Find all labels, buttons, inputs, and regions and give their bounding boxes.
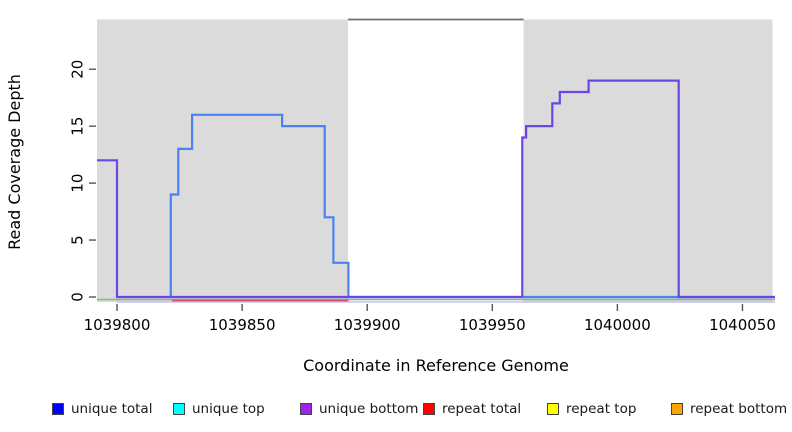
legend-label: repeat top — [566, 401, 637, 417]
series-lines-layer — [97, 79, 775, 303]
x-axis-tick-label: 1040000 — [584, 316, 651, 334]
y-axis-tick-label: 10 — [69, 174, 87, 193]
y-axis-tick-label: 0 — [69, 292, 87, 302]
legend-label: repeat bottom — [690, 401, 788, 417]
legend-label: unique total — [71, 401, 153, 417]
legend-item-unique-total: unique total — [52, 398, 152, 420]
x-axis-tick-label: 1040050 — [709, 316, 776, 334]
legend-label: repeat total — [442, 401, 522, 417]
x-axis-tick-label: 1039850 — [209, 316, 276, 334]
legend-swatch-icon — [52, 403, 64, 415]
legend-item-repeat-top: repeat top — [547, 398, 636, 420]
legend-item-repeat-bottom: repeat bottom — [671, 398, 787, 420]
y-axis-title: Read Coverage Depth — [5, 74, 24, 250]
legend-swatch-icon — [173, 403, 185, 415]
legend-item-repeat-total: repeat total — [423, 398, 521, 420]
legend-item-unique-top: unique top — [173, 398, 265, 420]
x-axis-tick-label: 1039900 — [334, 316, 401, 334]
series-line-unique-bottom — [97, 79, 775, 299]
x-axis-tick-label: 1039950 — [459, 316, 526, 334]
y-axis-tick-label: 5 — [69, 235, 87, 245]
series-line-unique-total — [169, 113, 775, 299]
legend-label: unique bottom — [319, 401, 419, 417]
legend-label: unique top — [192, 401, 265, 417]
y-axis-tick-label: 20 — [69, 60, 87, 79]
shaded-region-left-aligned-block — [97, 19, 348, 302]
shaded-region-right-aligned-block — [523, 19, 773, 302]
x-axis-tick-label: 1039800 — [84, 316, 151, 334]
axes-layer: 1039800 1039850 1039900 1039950 1040000 10400… — [69, 60, 776, 334]
y-axis-tick-label: 15 — [69, 117, 87, 136]
legend: unique total unique top unique bottom repea… — [0, 398, 792, 424]
shaded-regions-layer — [97, 18, 773, 302]
legend-swatch-icon — [423, 403, 435, 415]
legend-item-unique-bottom: unique bottom — [300, 398, 418, 420]
legend-swatch-icon — [547, 403, 559, 415]
legend-swatch-icon — [300, 403, 312, 415]
legend-swatch-icon — [671, 403, 683, 415]
x-axis-title: Coordinate in Reference Genome — [303, 356, 569, 375]
